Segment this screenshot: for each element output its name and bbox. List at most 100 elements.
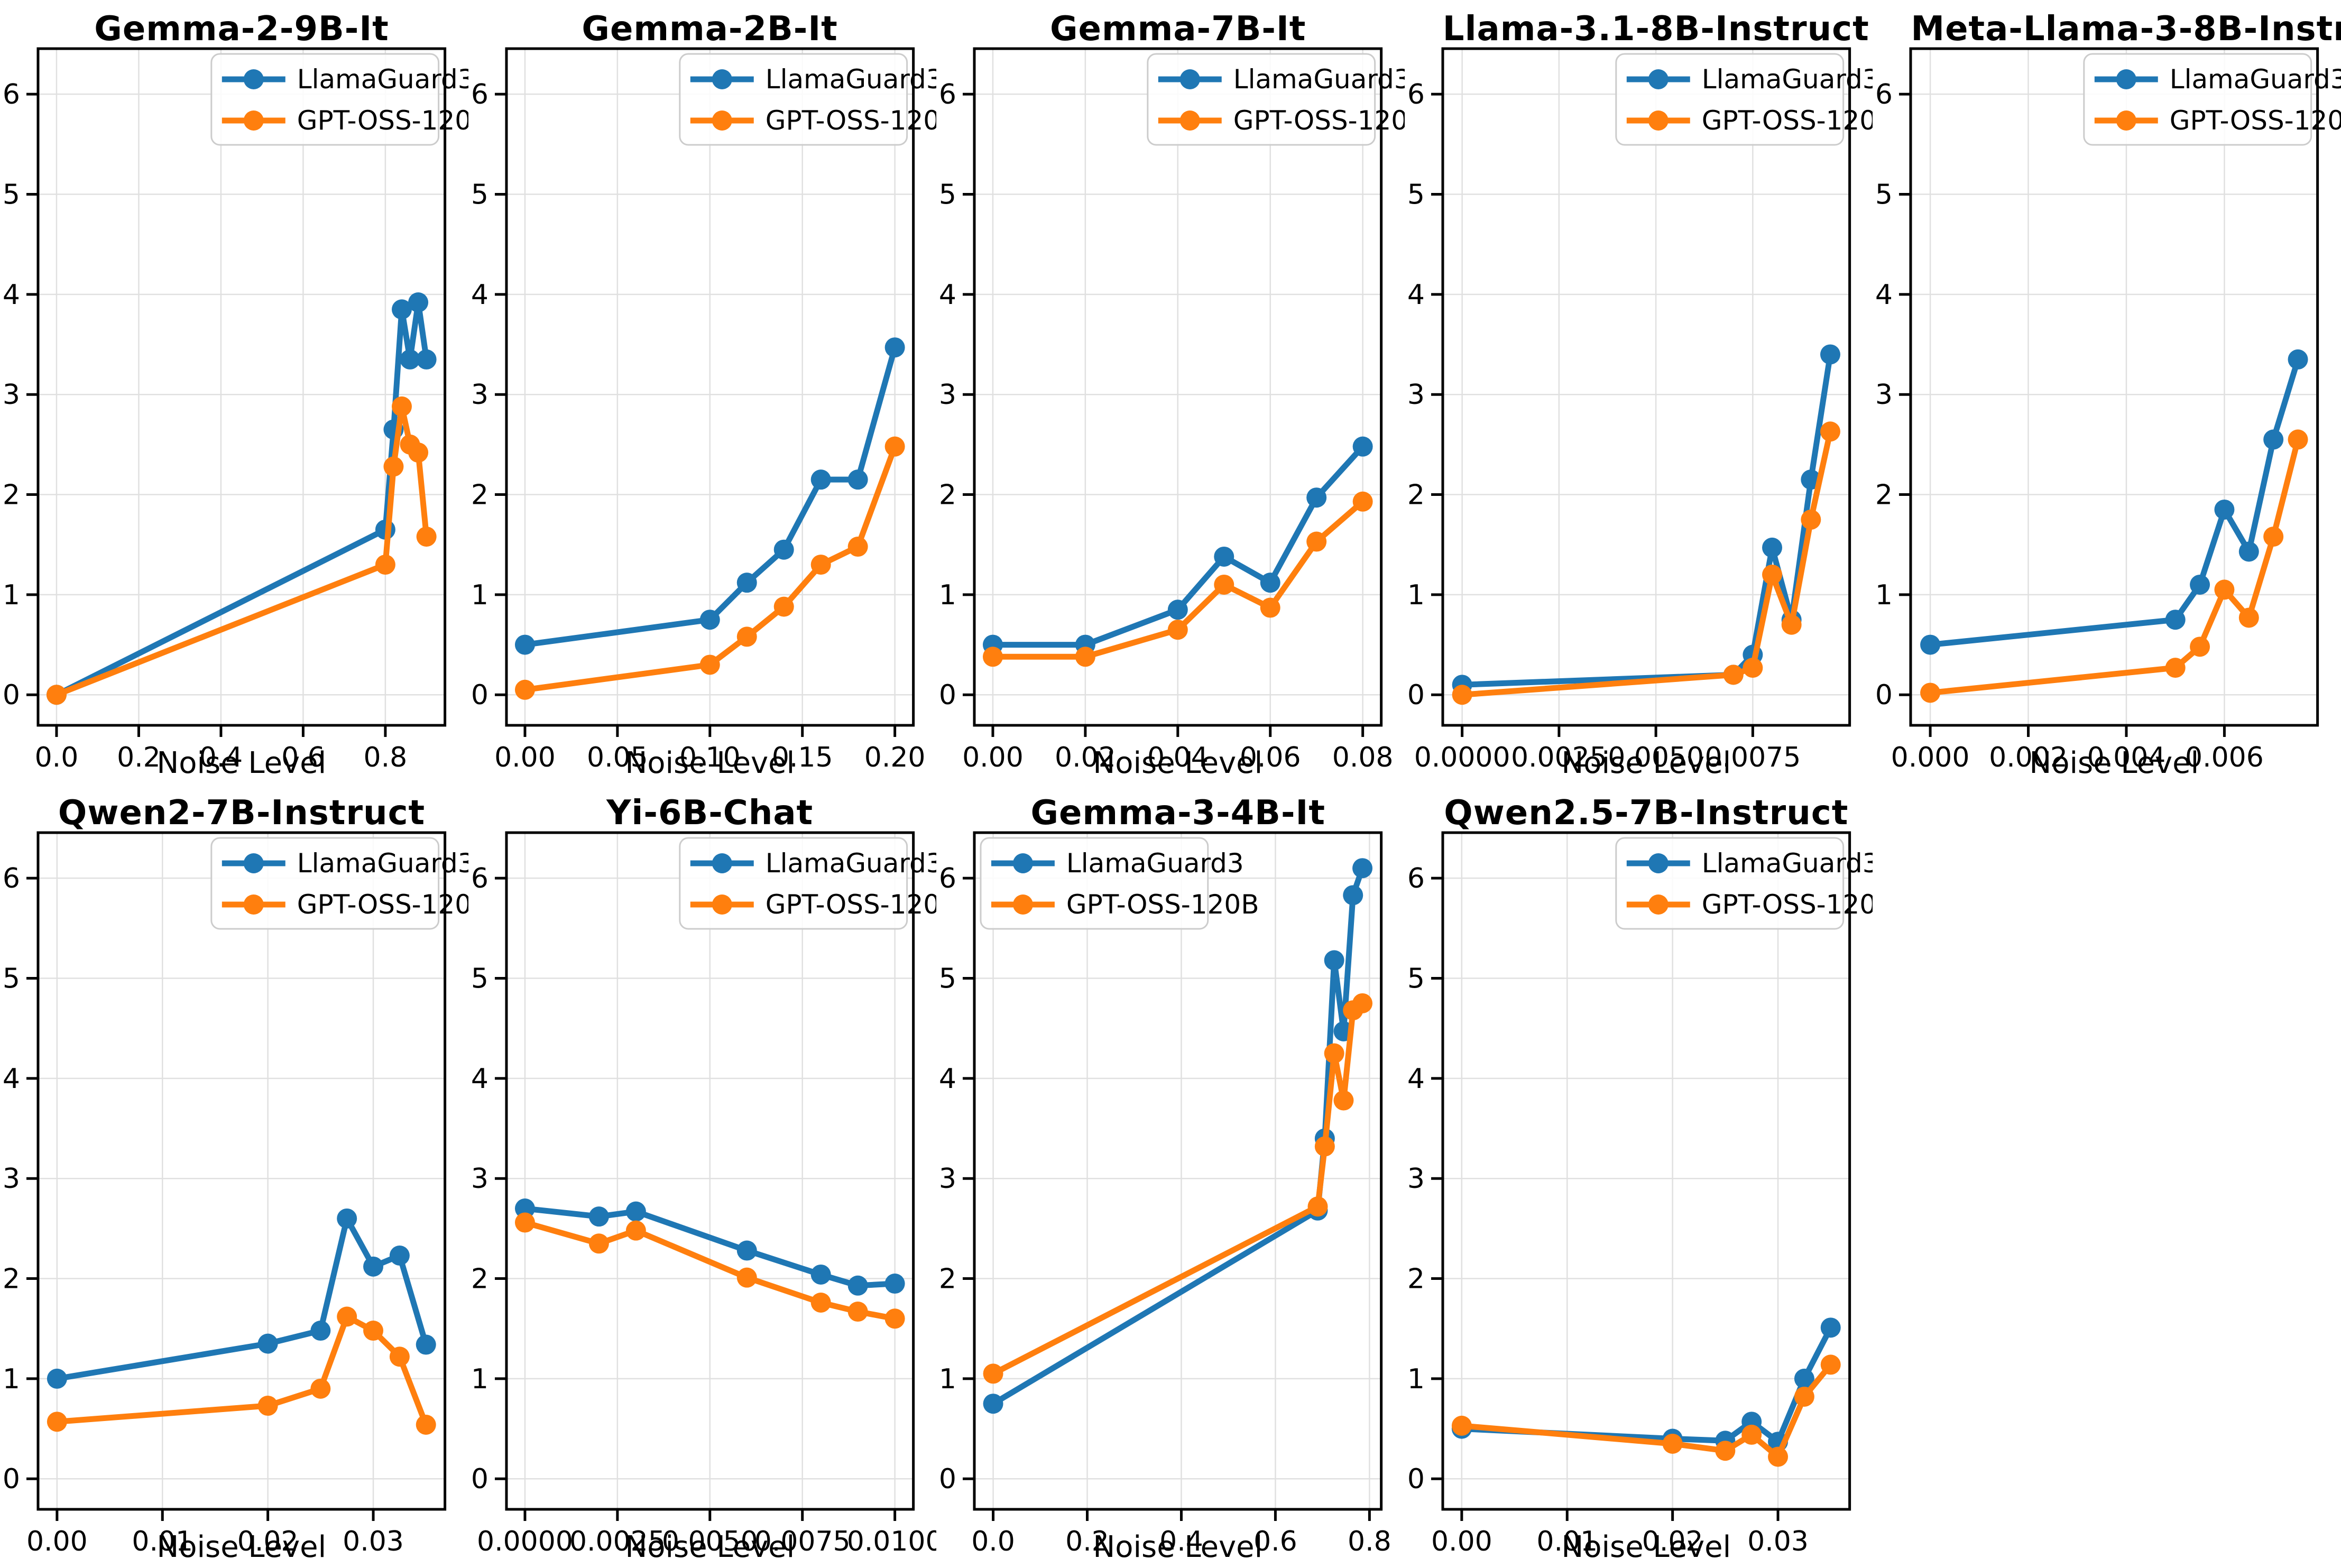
x-tick-label: 0.2 — [117, 742, 161, 773]
data-point — [383, 456, 404, 477]
x-axis-label: Noise Level — [2030, 746, 2199, 780]
x-tick-label: 0.0050 — [1608, 742, 1704, 773]
x-axis-label: Noise Level — [1093, 746, 1263, 780]
empty-cell — [1873, 784, 2341, 1568]
subplot-gemma-3-4b-it: 0.00.20.40.60.80.00.10.20.30.40.50.6Nois… — [936, 784, 1405, 1568]
x-axis-label: Noise Level — [1561, 746, 1731, 780]
x-axis-label: Noise Level — [1561, 1530, 1731, 1564]
legend-label: LlamaGuard3 — [1233, 64, 1405, 95]
x-tick-label: 0.002 — [1989, 742, 2068, 773]
gridlines — [38, 833, 445, 1509]
data-point — [514, 634, 535, 655]
data-point — [736, 573, 757, 593]
y-tick-label: 0.3 — [1405, 1163, 1425, 1195]
y-tick-label: 0.3 — [468, 1163, 489, 1195]
x-tick-label: 0.00 — [1431, 1526, 1492, 1557]
data-point — [810, 555, 831, 575]
x-tick-label: 0.2 — [1065, 1526, 1109, 1557]
data-point — [1762, 537, 1782, 558]
chart-title: Gemma-3-4B-It — [1030, 794, 1325, 833]
x-tick-label: 0.04 — [1147, 742, 1209, 773]
data-point — [625, 1220, 646, 1241]
data-point — [1820, 1354, 1841, 1375]
data-point — [884, 436, 905, 457]
data-point — [884, 337, 905, 358]
y-tick-label: 0.3 — [0, 1163, 20, 1195]
y-tick-label: 0.0 — [468, 1463, 489, 1495]
data-point — [1451, 1415, 1472, 1436]
tick-labels: 0.00 0.02 0.04 0.06 0.08 0.0 0.1 0.2 0.3 0.4 0.5 0.… — [936, 79, 1393, 773]
data-point — [391, 396, 412, 417]
series-line — [991, 867, 1366, 1406]
x-tick-label: 0.02 — [237, 1526, 299, 1557]
data-point — [736, 626, 757, 647]
y-tick-label: 0.0 — [1405, 1463, 1425, 1495]
x-tick-label: 0.03 — [343, 1526, 404, 1557]
legend-sample-marker — [2116, 69, 2137, 89]
subplot-gemma-2b-it: 0.00 0.05 0.10 0.15 0.20 0.0 0.1 0.2 0.3 0.4 0.5 0.… — [468, 0, 937, 784]
x-tick-label: 0.08 — [1332, 742, 1394, 773]
series-line — [992, 1001, 1365, 1377]
x-axis-label: Noise Level — [1093, 1530, 1263, 1564]
legend-label: GPT-OSS-120B — [2170, 105, 2341, 136]
y-tick-label: 0.1 — [0, 579, 20, 611]
legend-label: LlamaGuard3 — [297, 848, 468, 879]
y-tick-label: 0.4 — [1405, 279, 1425, 311]
data-point — [408, 292, 429, 312]
data-point — [699, 610, 720, 630]
plot-border — [973, 47, 1383, 727]
data-point — [810, 1264, 831, 1285]
series-llamaguard3 — [1920, 349, 2308, 655]
x-tick-label: 0.8 — [1348, 1526, 1391, 1557]
tick-marks — [963, 877, 1371, 1521]
y-tick-label: 0.4 — [0, 279, 20, 311]
plot-border — [973, 831, 1383, 1511]
y-tick-label: 0.5 — [0, 179, 20, 210]
legend-sample-marker — [1648, 110, 1669, 131]
legend-sample-marker — [243, 69, 264, 89]
gridlines — [38, 49, 445, 725]
subplot-qwen2-7b-instruct: 0.00 0.01 0.02 0.03 0.0 0.1 0.2 0.3 0.4 0.5 0.6 Noi… — [0, 784, 468, 1568]
series-llamaguard3 — [47, 1208, 436, 1389]
plot-border — [36, 47, 447, 727]
y-tick-label: 0.2 — [0, 1263, 20, 1295]
legend-label: GPT-OSS-120B — [1066, 889, 1259, 920]
data-point — [1075, 647, 1096, 667]
data-point — [514, 1212, 535, 1233]
x-tick-label: 0.03 — [1747, 1526, 1809, 1557]
data-point — [1920, 682, 1941, 703]
y-tick-label: 0.6 — [936, 863, 956, 894]
legend: LlamaGuard3 GPT-OSS-120B — [678, 53, 936, 146]
y-tick-label: 0.0 — [936, 679, 956, 711]
y-tick-label: 0.1 — [0, 1363, 20, 1395]
data-point — [1743, 658, 1763, 678]
x-tick-label: 0.0 — [971, 1526, 1015, 1557]
data-point — [1920, 634, 1941, 655]
y-tick-label: 0.0 — [1405, 679, 1425, 711]
tick-labels: 0.00 0.01 0.02 0.03 0.0 0.1 0.2 0.3 0.4 0.5 0.6 — [0, 863, 404, 1557]
y-tick-label: 0.3 — [0, 379, 20, 411]
chart-title: Llama-3.1-8B-Instruct — [1442, 10, 1869, 49]
data-point — [416, 1415, 436, 1435]
subplot-qwen2-5-7b-instruct: 0.00 0.01 0.02 0.03 0.0 0.1 0.2 0.3 0.4 0.5 0.6 Noi… — [1405, 784, 1873, 1568]
chart-title: Yi-6B-Chat — [606, 794, 814, 833]
x-tick-label: 0.02 — [1642, 1526, 1703, 1557]
legend: LlamaGuard3 GPT-OSS-120B — [980, 837, 1259, 930]
data-point — [2190, 637, 2210, 657]
data-point — [847, 537, 868, 557]
chart-gemma-7b-it: 0.00 0.02 0.04 0.06 0.08 0.0 0.1 0.2 0.3 0.4 0.5 0.… — [936, 47, 1405, 780]
y-tick-label: 0.2 — [468, 479, 489, 511]
y-tick-label: 0.3 — [1405, 379, 1425, 411]
subplot-meta-llama-3-8b-instruct: 0.000 0.002 0.004 0.006 0.0 0.1 0.2 0.3 0.4 0.5 0.… — [1873, 0, 2341, 784]
legend-label: LlamaGuard3 — [2170, 64, 2341, 95]
x-tick-label: 0.6 — [1254, 1526, 1297, 1557]
y-tick-label: 0.6 — [1873, 79, 1893, 110]
data-point — [2288, 349, 2308, 370]
subplot-row-1: 0.00.20.40.60.80.00.10.20.30.40.50.6Nois… — [0, 0, 2341, 784]
data-point — [1167, 599, 1188, 620]
data-point — [1333, 1090, 1354, 1111]
tick-marks — [494, 93, 896, 737]
legend-label: LlamaGuard3 — [297, 64, 468, 95]
data-point — [337, 1208, 357, 1229]
data-point — [1260, 573, 1280, 593]
